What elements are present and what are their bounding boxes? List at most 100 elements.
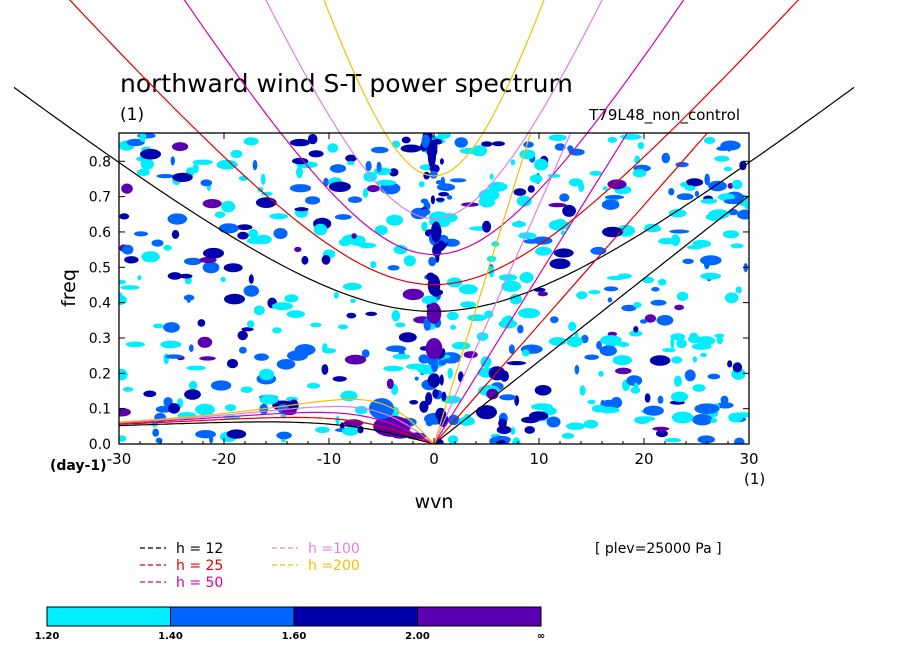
power-region	[203, 247, 224, 259]
power-blob	[365, 311, 378, 316]
power-blob	[735, 286, 742, 294]
power-blob	[736, 209, 749, 220]
power-blob	[221, 200, 236, 213]
power-blob	[727, 360, 733, 368]
power-blob	[633, 326, 639, 333]
power-blob	[421, 221, 428, 232]
power-region	[656, 315, 674, 326]
power-blob	[255, 197, 277, 209]
power-blob	[707, 373, 721, 380]
power-blob	[528, 411, 549, 421]
power-blob	[315, 426, 330, 434]
y-tick-label: 0.2	[89, 366, 111, 382]
power-blob	[361, 349, 370, 358]
power-blob	[554, 143, 566, 151]
power-blob	[432, 389, 439, 398]
power-blob	[568, 321, 577, 332]
power-blob	[386, 378, 394, 389]
power-blob	[391, 310, 401, 322]
power-blob	[604, 286, 619, 292]
gravity-curve-h25	[68, 0, 800, 286]
y-tick-label: 0.4	[89, 296, 111, 312]
power-blob	[714, 155, 730, 162]
power-blob	[308, 150, 324, 158]
power-blob	[218, 223, 239, 234]
power-blob	[599, 345, 617, 357]
power-blob	[119, 435, 127, 442]
y-tick-label: 0.5	[89, 260, 111, 276]
power-blob	[195, 430, 217, 439]
power-blob	[197, 336, 213, 348]
power-blob	[579, 385, 586, 396]
power-region	[427, 140, 437, 169]
legend-label-h200: h =200	[308, 558, 360, 574]
power-blob	[506, 361, 527, 366]
power-blob	[170, 156, 175, 166]
power-region	[184, 389, 201, 400]
power-blob	[246, 237, 269, 245]
power-blob	[276, 431, 292, 440]
power-blob	[578, 182, 585, 193]
power-blob	[607, 297, 613, 303]
power-blob	[202, 261, 220, 274]
power-blob	[402, 288, 424, 301]
power-blob	[598, 370, 604, 377]
power-blob	[122, 244, 134, 255]
power-blob	[119, 368, 128, 381]
power-blob	[450, 324, 457, 330]
power-blob	[498, 319, 518, 329]
power-blob	[226, 429, 247, 439]
power-blob	[734, 437, 745, 444]
power-blob	[439, 158, 444, 165]
power-blob	[722, 230, 740, 239]
power-blob	[460, 301, 477, 308]
power-blob	[133, 231, 149, 237]
y-tick-label: 0.0	[89, 437, 111, 453]
power-blob	[358, 242, 377, 249]
power-blob	[171, 229, 180, 239]
power-blob	[670, 391, 689, 402]
legend-label-h50: h = 50	[176, 575, 223, 591]
power-blob	[508, 344, 515, 355]
power-blob	[418, 181, 425, 188]
power-blob	[269, 213, 289, 220]
power-blob	[440, 176, 446, 190]
power-blob	[584, 354, 599, 360]
power-blob	[732, 362, 743, 373]
plev-label: [ plev=25000 Pa ]	[595, 541, 722, 557]
power-blob	[122, 386, 134, 392]
power-blob	[446, 195, 453, 200]
power-blob	[289, 184, 312, 193]
power-blob	[657, 395, 664, 404]
rossby-curve-h100	[119, 405, 435, 444]
power-blob	[284, 294, 299, 303]
power-blob	[547, 173, 561, 178]
x-axis-label: wvn	[415, 491, 454, 513]
power-blob	[662, 348, 676, 353]
power-blob	[589, 170, 603, 176]
power-blob	[615, 367, 632, 375]
power-blob	[626, 375, 643, 386]
colorbar-level-label: 1.20	[35, 631, 60, 642]
power-blob	[670, 333, 686, 341]
chart-title: northward wind S-T power spectrum	[120, 69, 573, 98]
power-blob	[435, 197, 445, 202]
power-blob	[550, 316, 559, 324]
power-blob	[430, 195, 435, 205]
power-blob	[403, 255, 416, 267]
power-blob	[723, 166, 733, 172]
power-blob	[497, 440, 507, 444]
power-blob	[441, 391, 447, 402]
power-blob	[197, 319, 206, 327]
colorbar-cell	[417, 606, 542, 627]
power-blob	[141, 251, 160, 263]
power-blob	[458, 416, 475, 426]
power-blob	[136, 168, 150, 176]
power-blob	[294, 246, 302, 252]
power-blob	[632, 169, 647, 178]
y-tick-label: 0.3	[89, 331, 111, 347]
legend-label-h12: h = 12	[176, 541, 223, 557]
colorbar-level-label: ∞	[537, 631, 545, 642]
power-blob	[401, 136, 411, 144]
rossby-curve-h50	[119, 411, 435, 444]
